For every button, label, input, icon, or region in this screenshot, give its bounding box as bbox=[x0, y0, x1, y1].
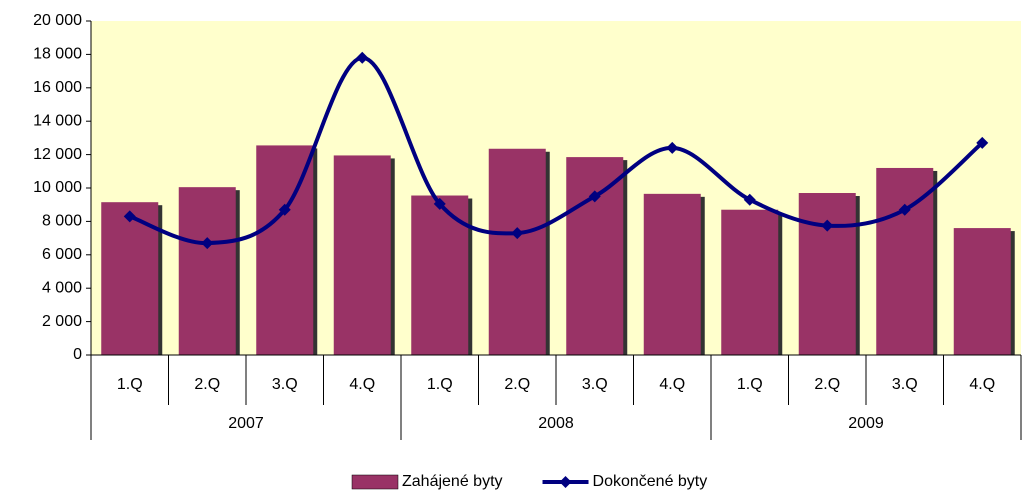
group-label: 2009 bbox=[848, 415, 884, 432]
marker bbox=[356, 51, 369, 64]
bar bbox=[643, 193, 701, 355]
legend-label: Dokončené byty bbox=[593, 473, 708, 490]
legend-marker bbox=[559, 476, 572, 488]
x-tick-label: 1.Q bbox=[117, 376, 143, 393]
marker bbox=[278, 203, 291, 216]
bar bbox=[488, 148, 546, 355]
y-tick-label: 14 000 bbox=[33, 112, 82, 129]
marker bbox=[588, 190, 601, 203]
bar bbox=[101, 202, 159, 355]
y-tick-label: 20 000 bbox=[33, 12, 82, 29]
x-tick-label: 4.Q bbox=[969, 376, 995, 393]
bar bbox=[721, 209, 779, 355]
x-tick-label: 4.Q bbox=[349, 376, 375, 393]
x-tick-label: 2.Q bbox=[504, 376, 530, 393]
group-label: 2007 bbox=[228, 415, 264, 432]
x-tick-label: 2.Q bbox=[194, 376, 220, 393]
plot-area bbox=[91, 21, 1021, 355]
marker bbox=[123, 210, 136, 223]
y-tick-label: 6 000 bbox=[42, 246, 82, 263]
legend-swatch bbox=[351, 474, 399, 490]
y-tick-label: 2 000 bbox=[42, 313, 82, 330]
x-tick-label: 3.Q bbox=[582, 376, 608, 393]
marker bbox=[433, 197, 446, 210]
marker bbox=[511, 227, 524, 240]
y-tick-label: 10 000 bbox=[33, 179, 82, 196]
bar bbox=[953, 228, 1011, 355]
y-tick-label: 16 000 bbox=[33, 79, 82, 96]
y-tick-label: 12 000 bbox=[33, 146, 82, 163]
bar bbox=[798, 193, 856, 355]
legend-label: Zahájené byty bbox=[402, 473, 503, 490]
bar bbox=[256, 145, 314, 355]
x-tick-label: 2.Q bbox=[814, 376, 840, 393]
marker bbox=[898, 203, 911, 216]
bar bbox=[566, 157, 624, 355]
y-tick-label: 18 000 bbox=[33, 46, 82, 63]
x-tick-label: 1.Q bbox=[427, 376, 453, 393]
x-tick-label: 1.Q bbox=[737, 376, 763, 393]
marker bbox=[821, 219, 834, 232]
group-label: 2008 bbox=[538, 415, 574, 432]
marker bbox=[743, 193, 756, 206]
x-tick-label: 4.Q bbox=[659, 376, 685, 393]
marker bbox=[666, 141, 679, 154]
marker bbox=[976, 136, 989, 149]
marker bbox=[201, 237, 214, 250]
x-tick-label: 3.Q bbox=[272, 376, 298, 393]
bar bbox=[178, 187, 236, 355]
bar bbox=[333, 155, 391, 355]
y-tick-label: 4 000 bbox=[42, 279, 82, 296]
x-tick-label: 3.Q bbox=[892, 376, 918, 393]
y-tick-label: 0 bbox=[73, 346, 82, 363]
y-tick-label: 8 000 bbox=[42, 213, 82, 230]
